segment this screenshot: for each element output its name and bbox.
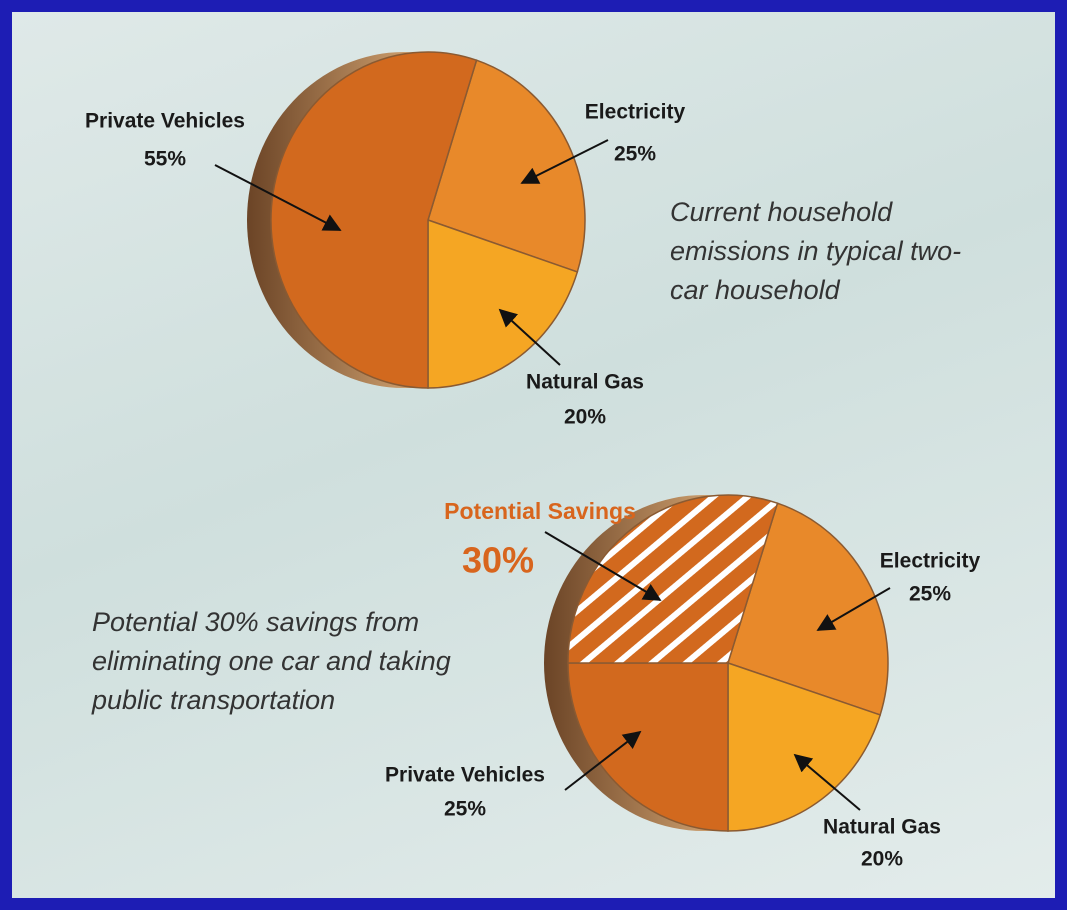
value-label: 25% [614,143,656,166]
pie-slice [427,59,586,273]
slice-label: Natural Gas [526,371,644,394]
arrow [564,730,642,791]
slice-label: Potential Savings [444,498,636,524]
slice-label: Natural Gas [823,816,941,839]
value-label: 30% [462,540,534,581]
pie-slice [567,662,729,832]
slice-label: Electricity [585,101,686,124]
value-label: 20% [564,406,606,429]
pie-slice [727,661,882,832]
pie-slice [567,494,779,664]
arrow [544,531,662,601]
arrow [214,164,342,231]
value-label: 20% [861,848,903,871]
arrow [520,139,609,184]
slice-label: Private Vehicles [85,110,245,133]
pie-slice [270,51,478,389]
annotation: Potential 30% savings from eliminating o… [92,607,451,715]
annotation: Current household emissions in typical t… [670,197,962,305]
arrow [793,753,861,811]
pie-slice [427,218,579,389]
pie-slice [727,502,889,716]
value-label: 25% [909,583,951,606]
slice-label: Electricity [880,550,981,573]
value-label: 25% [444,798,486,821]
value-label: 55% [144,148,186,171]
slice-label: Private Vehicles [385,764,545,787]
arrow [498,308,561,366]
arrow [816,587,891,631]
